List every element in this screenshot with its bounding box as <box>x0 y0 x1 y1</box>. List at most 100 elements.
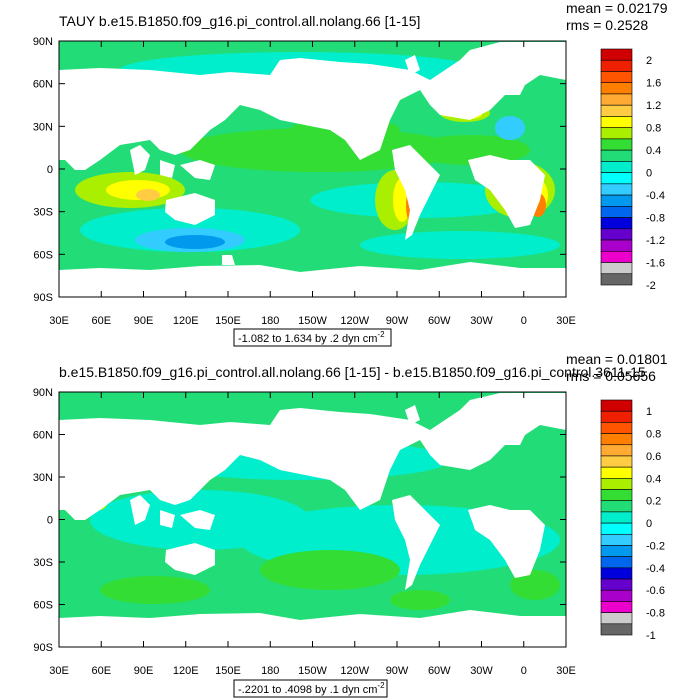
panel-2-title: b.e15.B1850.f09_g16.pi_control.all.nolan… <box>59 364 646 380</box>
x-tick-label: 90W <box>386 665 409 677</box>
colorbar-box <box>600 48 633 61</box>
colorbar-label: 0 <box>646 518 652 530</box>
colorbar-box <box>600 589 633 602</box>
y-tick-label: 90N <box>33 36 53 48</box>
colorbar-box <box>600 455 633 468</box>
colorbar-label: -1.6 <box>646 258 665 270</box>
colorbar-label: -0.4 <box>646 190 665 202</box>
y-tick-label: 90N <box>33 387 53 399</box>
colorbar-box <box>600 489 633 502</box>
colorbar-box <box>600 104 633 117</box>
x-tick-label: 30E <box>49 315 69 327</box>
svg-text:-.2201 to .4098 by .1 dyn cm-2: -.2201 to .4098 by .1 dyn cm-2 <box>238 681 385 696</box>
colorbar-box <box>600 250 633 263</box>
panel-1-title: TAUY b.e15.B1850.f09_g16.pi_control.all.… <box>59 13 420 29</box>
panel-2-land <box>59 393 566 647</box>
panel-2-map <box>59 392 566 647</box>
colorbar-box <box>600 273 633 286</box>
colorbar-box <box>600 239 633 252</box>
colorbar-label: -2 <box>646 280 656 292</box>
colorbar-box <box>600 399 633 412</box>
panel-2-colorbar: 1 0.8 0.6 0.4 0.2 0 -0.2 -0.4 -0.6 -0.8 -1 <box>600 399 665 642</box>
x-tick-label: 30E <box>49 665 69 677</box>
x-tick-label: 150W <box>298 315 327 327</box>
panel-2-mean: mean = 0.01801 <box>566 351 668 367</box>
colorbar-label: 1.6 <box>646 78 661 90</box>
x-tick-label: 180 <box>261 665 279 677</box>
colorbar-box <box>600 478 633 490</box>
colorbar-box <box>600 533 633 546</box>
colorbar-box <box>600 612 633 625</box>
x-tick-label: 90E <box>134 315 154 327</box>
range-exponent: -2 <box>377 681 385 690</box>
y-tick-label: 30N <box>33 472 53 484</box>
x-tick-label: 120W <box>340 665 369 677</box>
y-tick-label: 60S <box>33 600 53 612</box>
colorbar-box <box>600 183 633 196</box>
y-tick-label: 30S <box>33 557 53 569</box>
colorbar-box <box>600 410 633 423</box>
colorbar-label: 0.4 <box>646 473 661 485</box>
colorbar-box <box>600 161 633 173</box>
colorbar-box <box>600 623 633 636</box>
x-tick-label: 60E <box>91 315 111 327</box>
panel-1-range-label: -1.082 to 1.634 by .2 dyn cm-2 <box>233 328 392 347</box>
colorbar-box <box>600 59 633 72</box>
colorbar-box <box>600 138 633 151</box>
range-exponent: -2 <box>377 330 385 339</box>
colorbar-box <box>600 422 633 434</box>
colorbar-box <box>600 466 633 479</box>
colorbar-box <box>600 522 633 535</box>
panel-2: b.e15.B1850.f09_g16.pi_control.all.nolan… <box>33 351 668 698</box>
y-tick-label: 0 <box>47 164 53 176</box>
x-tick-label: 30W <box>470 665 493 677</box>
colorbar-box <box>600 262 633 275</box>
colorbar-box <box>600 567 633 580</box>
x-tick-label: 120E <box>173 315 199 327</box>
x-tick-label: 60E <box>91 665 111 677</box>
colorbar-box <box>600 217 633 230</box>
colorbar-box <box>600 93 633 106</box>
colorbar-box <box>600 601 633 613</box>
range-text: -1.082 to 1.634 by .2 dyn cm <box>238 333 377 345</box>
panel-1: TAUY b.e15.B1850.f09_g16.pi_control.all.… <box>33 0 668 347</box>
panel-1-y-ticks: 90N 60N 30N 0 30S 60S 90S <box>33 36 566 304</box>
panel-1-map <box>59 41 566 297</box>
panel-1-colorbar: 2 1.6 1.2 0.8 0.4 0 -0.4 -0.8 -1.2 -1.6 -2 <box>600 48 665 292</box>
x-tick-label: 150E <box>215 315 241 327</box>
y-tick-label: 30N <box>33 121 53 133</box>
colorbar-label: -0.6 <box>646 585 665 597</box>
x-tick-label: 90W <box>386 315 409 327</box>
colorbar-label: -1.2 <box>646 235 665 247</box>
x-tick-label: 0 <box>521 315 527 327</box>
colorbar-label: 0.8 <box>646 123 661 135</box>
colorbar-label: -0.2 <box>646 540 665 552</box>
colorbar-box <box>600 545 633 557</box>
svg-text:-1.082 to 1.634 by .2 dyn cm-2: -1.082 to 1.634 by .2 dyn cm-2 <box>238 330 385 345</box>
colorbar-label: 0.8 <box>646 429 661 441</box>
colorbar-label: 0.4 <box>646 145 661 157</box>
panel-1-rms: rms = 0.2528 <box>566 17 648 33</box>
panel-1-mean: mean = 0.02179 <box>566 0 668 16</box>
colorbar-box <box>600 82 633 95</box>
colorbar-box <box>600 194 633 207</box>
y-tick-label: 90S <box>33 642 53 654</box>
colorbar-box <box>600 206 633 218</box>
x-tick-label: 150E <box>215 665 241 677</box>
x-tick-label: 120E <box>173 665 199 677</box>
panel-1-land <box>59 42 566 297</box>
colorbar-box <box>600 149 633 162</box>
x-tick-label: 30E <box>556 665 576 677</box>
colorbar-box <box>600 500 633 513</box>
colorbar-label: -0.4 <box>646 563 665 575</box>
y-tick-label: 90S <box>33 292 53 304</box>
colorbar-label: -0.8 <box>646 608 665 620</box>
colorbar-label: -1 <box>646 630 656 642</box>
panel-2-rms: rms = 0.05656 <box>566 368 656 384</box>
colorbar-box <box>600 116 633 128</box>
panel-2-x-ticks: 30E 60E 90E 120E 150E 180 150W 120W 90W 60W 30W 0 30… <box>49 392 576 677</box>
y-tick-label: 60N <box>33 430 53 442</box>
colorbar-box <box>600 71 633 84</box>
colorbar-box <box>600 433 633 446</box>
